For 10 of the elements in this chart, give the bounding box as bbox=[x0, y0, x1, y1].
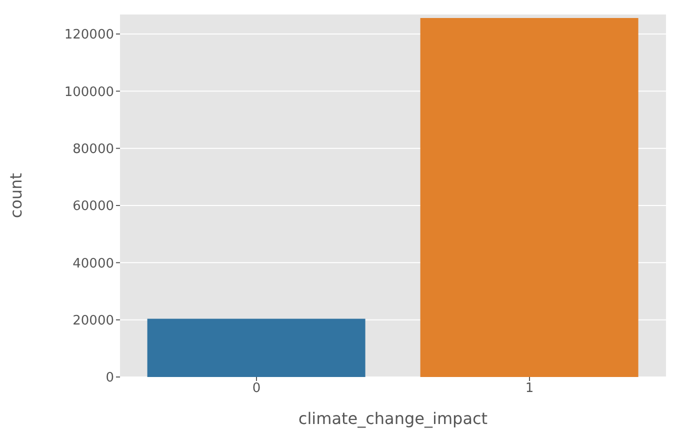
y-tick-label: 60000 bbox=[72, 199, 114, 214]
x-tick-label: 1 bbox=[525, 381, 534, 396]
y-tick-label: 80000 bbox=[72, 142, 114, 157]
y-tick-label: 120000 bbox=[64, 28, 114, 43]
y-tick-label: 20000 bbox=[72, 313, 114, 328]
y-tick-label: 40000 bbox=[72, 256, 114, 272]
x-axis-title: climate_change_impact bbox=[298, 409, 488, 428]
y-tick-label: 0 bbox=[106, 370, 114, 386]
y-axis-title: count bbox=[6, 172, 26, 218]
y-tick-label: 100000 bbox=[64, 84, 114, 100]
